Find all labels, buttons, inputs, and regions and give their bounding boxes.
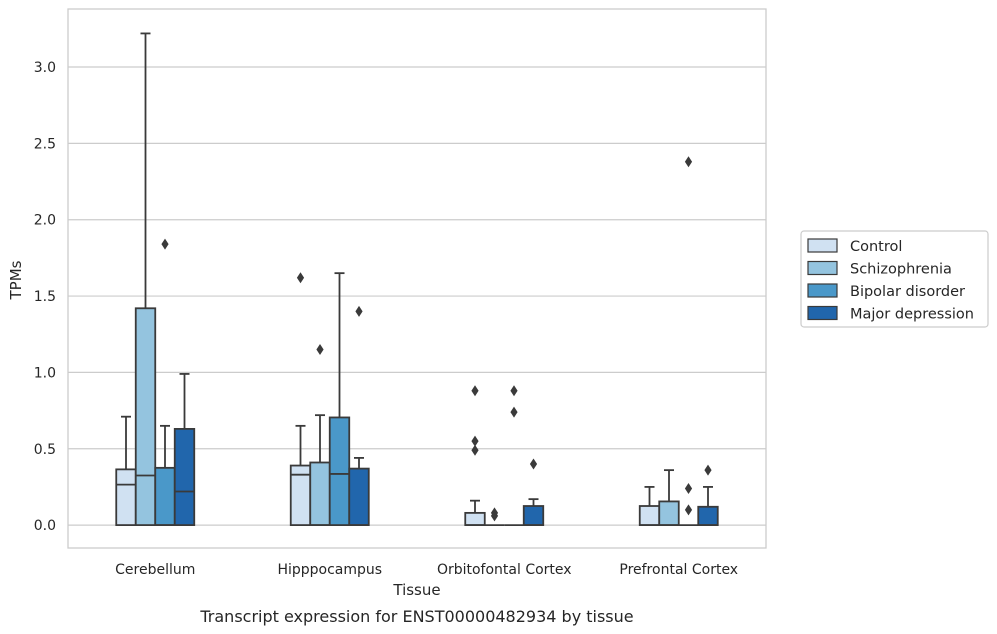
box-control [464,385,486,526]
legend-frame [800,230,989,328]
legend-swatch [807,238,838,253]
box-bipolar-disorder [504,385,524,526]
box-series [115,32,719,526]
box-major-depression [173,373,196,526]
box-body [309,461,331,526]
chart-caption: Transcript expression for ENST0000048293… [199,607,633,626]
legend-label: Major depression [850,307,974,323]
y-axis-label: TPMs [7,260,25,300]
legend-label: Bipolar disorder [850,284,965,300]
legend-swatch [807,283,838,298]
legend-label: Control [850,239,902,255]
legend: Control Schizophrenia Bipolar disorder Majo… [800,230,989,328]
box-body [154,466,176,526]
box-schizophrenia [134,32,157,526]
x-tick-label: Hipppocampus [277,562,382,578]
box-body [697,505,719,526]
box-body [658,500,680,526]
y-tick-label: 1.5 [34,289,56,305]
outlier-point [704,464,712,476]
box-bipolar-disorder [154,238,176,526]
box-schizophrenia [309,344,331,526]
box-control [115,415,137,526]
outlier-point [684,482,693,494]
box-body [328,416,351,526]
outlier-point [296,272,305,284]
y-axis-ticks: 0.0 0.5 1.0 1.5 2.0 2.5 3.0 [34,60,56,534]
outlier-point [510,385,518,397]
x-tick-label: Orbitofontal Cortex [437,562,572,578]
box-schizophrenia [484,507,505,526]
legend-swatch [807,260,838,276]
outlier-point [684,504,693,516]
outlier-point [510,406,518,418]
outlier-point [316,344,324,356]
box-body [134,307,157,526]
box-body [464,511,486,526]
legend-label: Schizophrenia [850,262,952,278]
y-tick-label: 3.0 [34,60,56,76]
y-tick-label: 2.5 [34,136,56,152]
box-body [522,505,545,526]
legend-swatch [807,305,838,321]
outlier-point [471,435,479,447]
y-tick-label: 0.0 [34,518,56,534]
box-body [638,505,661,526]
outlier-point [684,156,693,168]
box-schizophrenia [658,469,680,526]
box-control [638,486,661,526]
outlier-point [161,238,169,250]
box-major-depression [522,458,545,526]
box-major-depression [697,464,719,526]
box-major-depression [348,305,370,526]
outlier-point [490,510,499,522]
y-tick-label: 0.5 [34,442,56,458]
box-body [173,428,196,526]
x-tick-label: Cerebellum [115,562,195,578]
y-tick-label: 1.0 [34,365,56,381]
x-axis-label: Tissue [392,581,440,599]
outlier-point [355,305,363,317]
box-body [115,468,137,526]
y-tick-label: 2.0 [34,213,56,229]
x-tick-label: Prefrontal Cortex [619,562,738,578]
outlier-point [471,444,479,456]
x-axis-ticks: Cerebellum Hipppocampus Orbitofontal Corte… [115,562,738,578]
outlier-point [529,458,538,470]
box-bipolar-disorder [678,156,699,526]
box-body [348,467,370,526]
outlier-point [471,385,479,397]
